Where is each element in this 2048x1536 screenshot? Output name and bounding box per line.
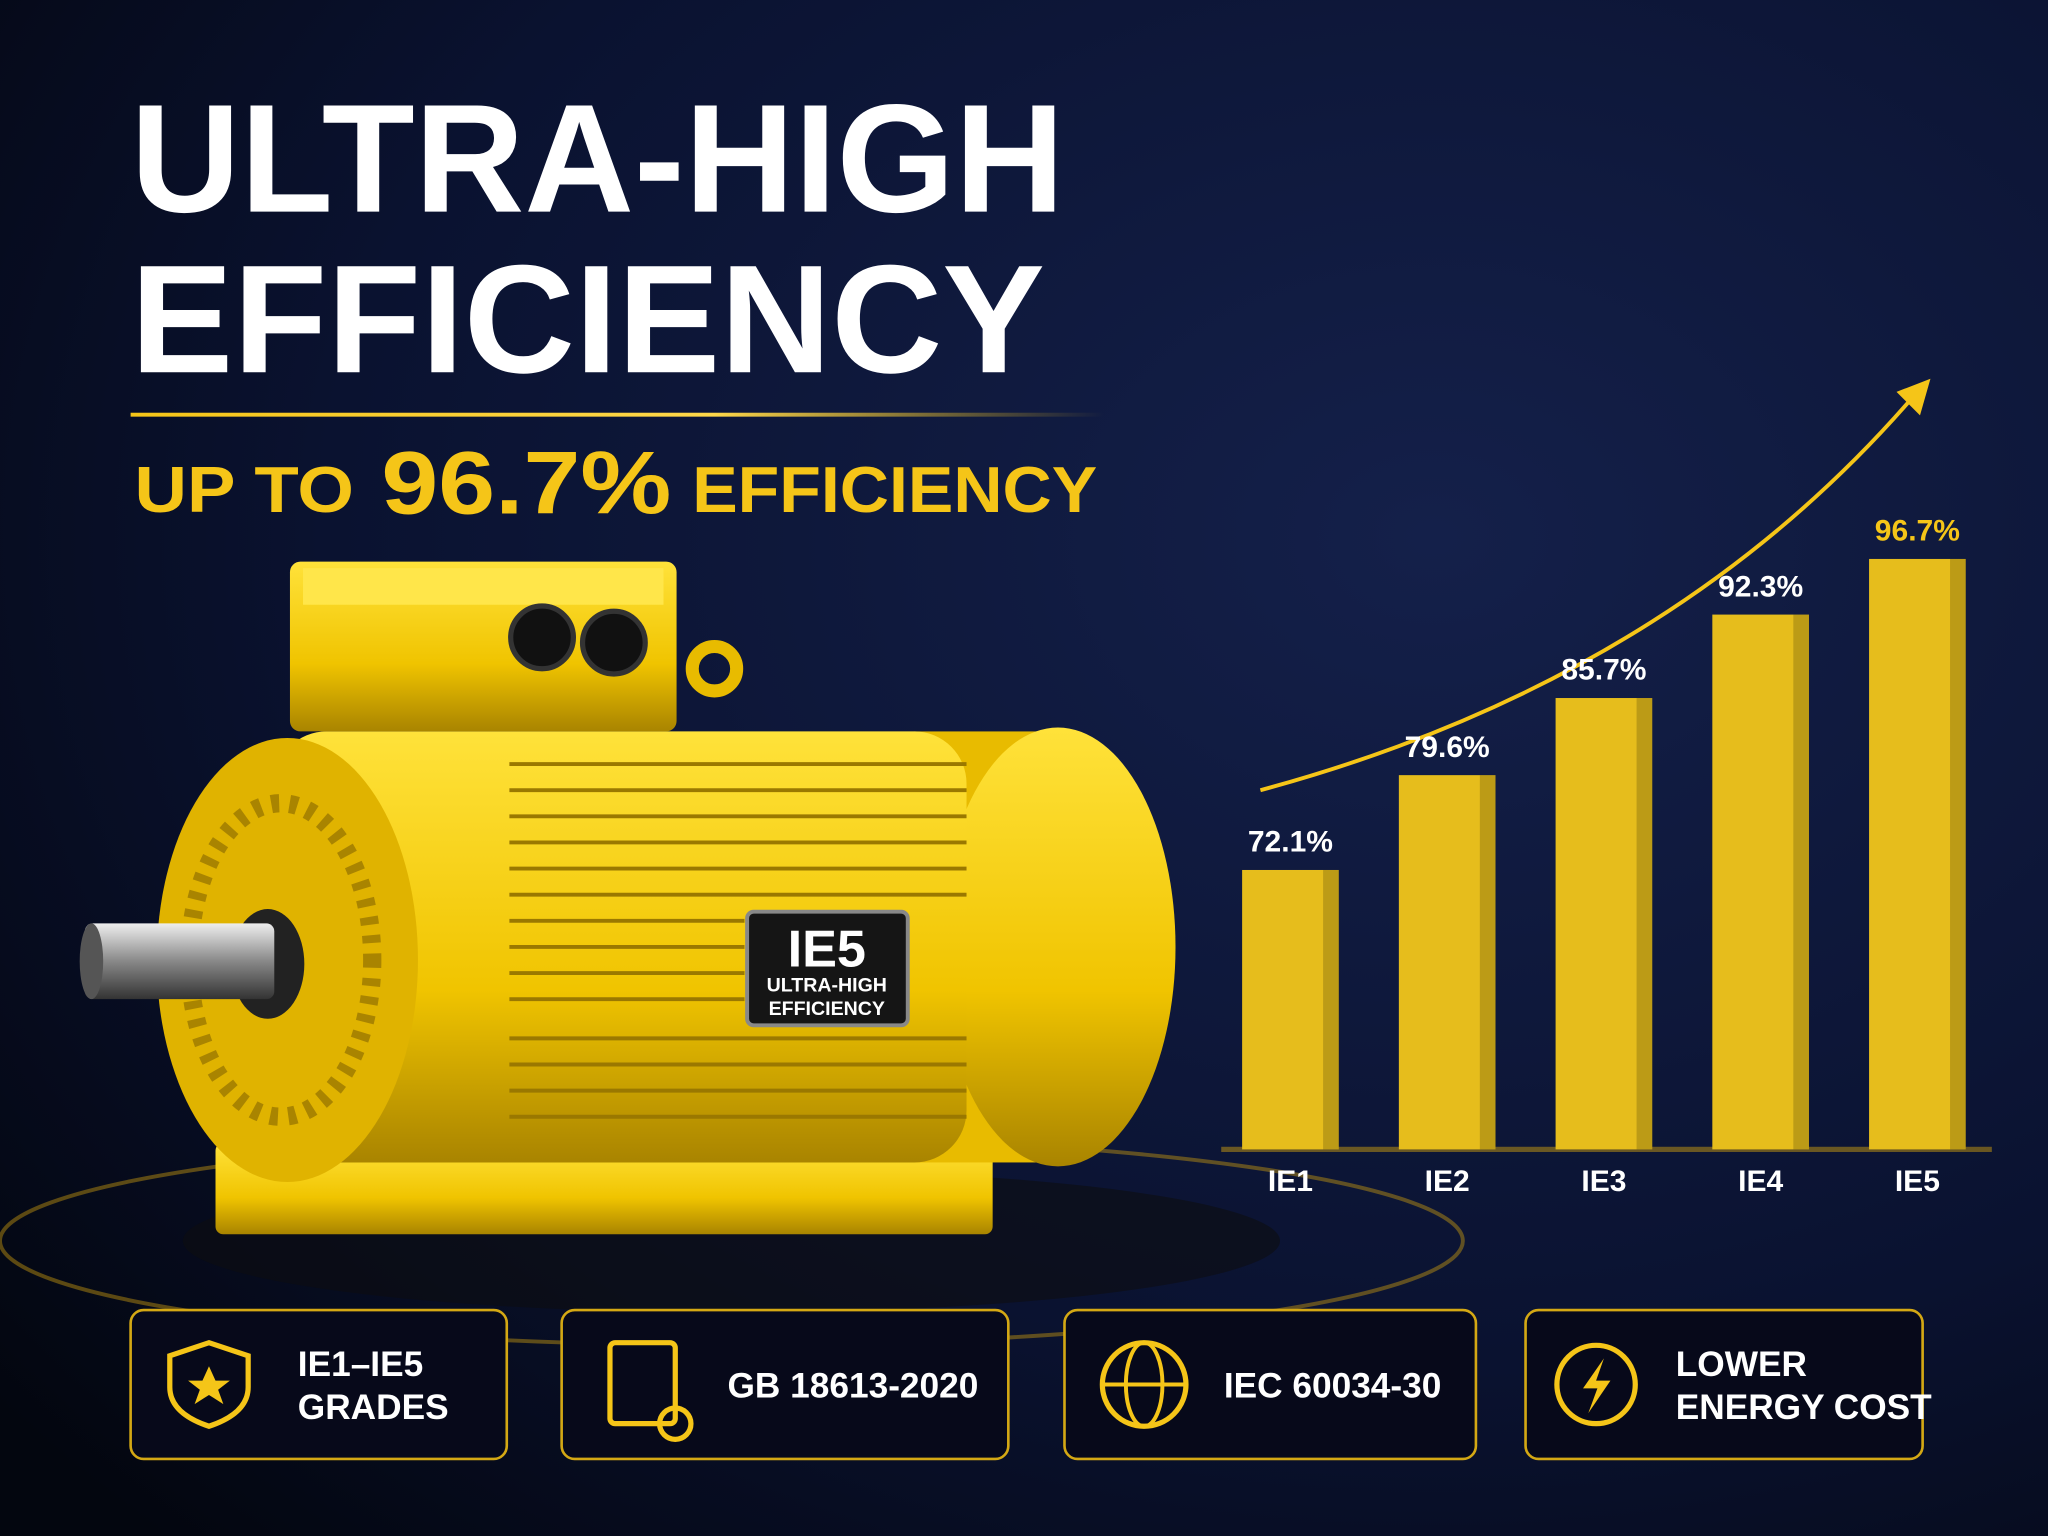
terminal-lid [303,568,664,605]
divider [130,412,1104,417]
bar-shade [1636,698,1653,1150]
subtitle-highlight: 96.7% [381,433,671,532]
certificate-icon [607,1340,678,1427]
title-line: ULTRA-HIGH [131,72,1065,245]
badge-text: IE1–IE5 [298,1345,423,1384]
motor-feet [215,1142,993,1235]
bar-shade [1793,614,1809,1150]
bar-shade [1950,558,1966,1150]
badges: IE1–IE5 GRADES GB 18613-2020 IEC 60034-30 LO… [129,1308,1932,1461]
badge [1524,1308,1924,1461]
x-tick-label: IE3 [1581,1165,1626,1198]
shield-icon [167,1339,251,1430]
bar-shade [1479,775,1496,1150]
shaft-end [79,923,104,1000]
nameplate-grade: IE5 [788,921,866,979]
fan-ribs [180,794,382,1126]
value-label: 79.6% [1405,731,1490,764]
motor-fins [509,762,967,1119]
badge-text: ENERGY COST [1676,1388,1932,1427]
badge [129,1308,509,1461]
trend-arrow-head [1896,378,1931,416]
cable-gland [579,608,648,677]
x-tick-label: IE2 [1425,1165,1470,1198]
x-tick-label: IE1 [1268,1165,1313,1198]
bar-chart: 72.1% IE1 79.6% IE2 85.7% IE3 92.3% IE4 96.7% IE5 [1242,515,1966,1198]
bar [1555,698,1653,1150]
badge-text: IEC 60034-30 [1224,1367,1442,1406]
x-tick-label: IE4 [1738,1165,1783,1198]
nameplate-text: EFFICIENCY [769,998,885,1020]
value-label: 96.7% [1875,515,1960,548]
bar [1398,775,1496,1150]
nameplate [745,909,910,1028]
bar [1869,558,1966,1150]
eye-bolt [685,640,744,698]
nameplate-text: ULTRA-HIGH [767,974,887,996]
value-label: 92.3% [1718,570,1803,603]
bar-shade [1323,869,1339,1150]
trend-arrow [1259,390,1919,793]
bar [1242,869,1339,1150]
bolt-icon [1583,1358,1611,1414]
bar [1712,614,1809,1150]
value-label: 72.1% [1248,826,1333,859]
badge-text: LOWER [1676,1345,1807,1384]
subtitle-prefix: UP TO [135,453,354,526]
title-line: EFFICIENCY [131,232,1045,405]
subtitle-suffix: EFFICIENCY [692,453,1097,526]
seal-icon [656,1405,694,1442]
badge-text: GB 18613-2020 [728,1367,979,1406]
x-tick-label: IE5 [1895,1165,1940,1198]
value-label: 85.7% [1561,654,1646,687]
energy-icon [1554,1342,1638,1427]
star-icon [188,1366,230,1405]
shaft [84,923,275,1000]
cable-gland [508,603,576,672]
motor-rear-cap [940,727,1176,1167]
badge-text: GRADES [298,1388,449,1427]
motor: IE5 ULTRA-HIGH EFFICIENCY [79,561,1176,1235]
